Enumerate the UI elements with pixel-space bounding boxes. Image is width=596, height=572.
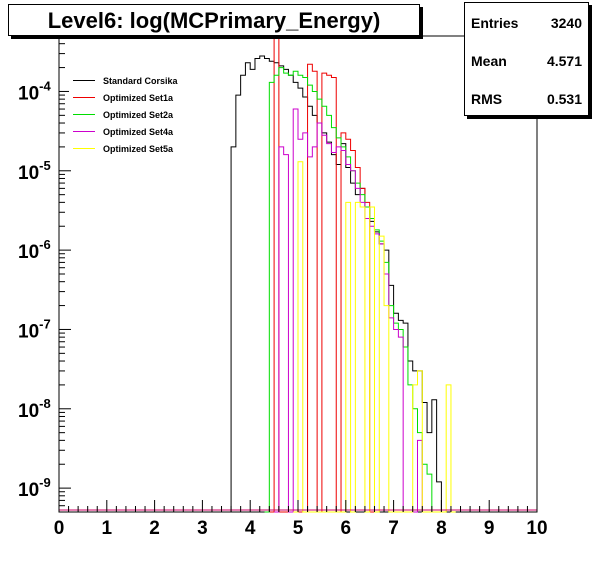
x-tick-label: 1 xyxy=(102,518,113,539)
y-tick-label: 10-8 xyxy=(18,396,51,422)
legend-swatch-set5a xyxy=(73,148,95,149)
x-tick-label: 0 xyxy=(54,518,65,539)
legend-swatch-set2a xyxy=(73,114,95,115)
stat-rms-value: 0.531 xyxy=(546,91,582,107)
stat-entries-value: 3240 xyxy=(550,15,582,31)
y-tick-label: 10-6 xyxy=(18,237,51,263)
x-tick-label: 6 xyxy=(341,518,352,539)
legend-label-set2a: Optimized Set2a xyxy=(103,109,174,120)
title-box: Level6: log(MCPrimary_Energy) xyxy=(8,4,420,36)
stat-rms-label: RMS xyxy=(471,91,503,107)
legend-item-set2a: Optimized Set2a xyxy=(73,108,173,121)
x-tick-label: 8 xyxy=(436,518,447,539)
y-tick-label: 10-9 xyxy=(18,475,51,501)
x-tick-label: 3 xyxy=(197,518,208,539)
legend-item-set5a: Optimized Set5a xyxy=(73,142,173,155)
stat-rms: RMS 0.531 xyxy=(471,91,582,111)
legend-item-set4a: Optimized Set4a xyxy=(73,125,173,138)
x-tick-label: 7 xyxy=(388,518,399,539)
legend-item-set1a: Optimized Set1a xyxy=(73,91,173,104)
stats-box: Entries 3240 Mean 4.571 RMS 0.531 xyxy=(464,2,589,116)
stat-entries-label: Entries xyxy=(471,15,519,31)
series-optimized-set4a xyxy=(274,108,428,513)
stat-mean-label: Mean xyxy=(471,53,507,69)
legend-item-standard-corsika: Standard Corsika xyxy=(73,74,178,87)
series-optimized-set5a xyxy=(293,161,456,513)
legend-label-set1a: Optimized Set1a xyxy=(103,92,174,103)
stat-mean: Mean 4.571 xyxy=(471,53,582,73)
legend-label-set4a: Optimized Set4a xyxy=(103,126,174,137)
legend-swatch-set1a xyxy=(73,97,95,98)
y-tick-label: 10-7 xyxy=(18,316,51,342)
series-line-optimized-set4a xyxy=(274,108,428,513)
series-optimized-set2a xyxy=(264,67,437,513)
x-tick-label: 4 xyxy=(245,518,256,539)
chart-title: Level6: log(MCPrimary_Energy) xyxy=(47,8,381,33)
series-line-optimized-set2a xyxy=(264,67,437,513)
x-tick-label: 10 xyxy=(526,518,547,539)
x-tick-label: 2 xyxy=(149,518,160,539)
legend-swatch-set4a xyxy=(73,131,95,132)
axis-layer: 0 1 2 3 4 5 6 7 8 9 10 10-9 10-8 10-7 10-6 10-5 10-4 xyxy=(18,35,548,539)
series-line-optimized-set5a xyxy=(293,161,456,513)
series-optimized-set1a xyxy=(269,35,375,513)
legend: Standard Corsika Optimized Set1a Optimiz… xyxy=(69,72,227,156)
x-tick-label: 9 xyxy=(484,518,495,539)
y-tick-label: 10-5 xyxy=(18,158,51,184)
legend-swatch-standard-corsika xyxy=(73,80,95,81)
stat-entries: Entries 3240 xyxy=(471,15,582,35)
legend-label-standard-corsika: Standard Corsika xyxy=(103,75,178,86)
stat-mean-value: 4.571 xyxy=(546,53,582,69)
series-line-optimized-set1a xyxy=(269,35,375,513)
legend-label-set5a: Optimized Set5a xyxy=(103,143,174,154)
y-tick-label: 10-4 xyxy=(18,78,51,104)
x-tick-label: 5 xyxy=(293,518,304,539)
